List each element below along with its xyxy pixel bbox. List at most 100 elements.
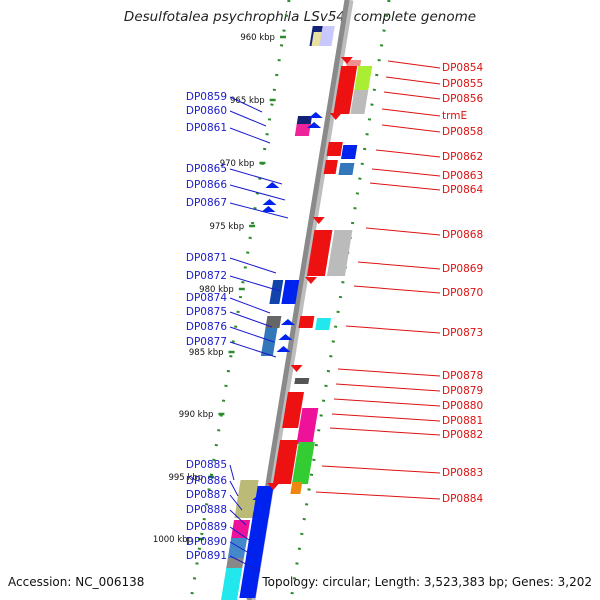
forward-arrow [340,57,353,64]
forward-gene-label: DP0879 [442,385,483,397]
gene-block [239,512,270,598]
gene-block [337,66,358,90]
scale-label: 980 kbp [199,285,234,295]
forward-gene-label: DP0880 [442,400,483,412]
forward-gene-label: DP0873 [442,327,483,339]
forward-leader-line [383,91,441,100]
reverse-leader-line [229,326,275,343]
gene-features [221,26,373,600]
gene-block [227,538,248,558]
gene-block [296,408,319,444]
forward-leader-line [375,149,441,158]
reverse-gene-label: DP0861 [186,122,227,134]
forward-arrow [312,217,325,224]
forward-leader-line [369,182,441,191]
gene-block [319,26,335,46]
gene-block [311,32,322,46]
forward-leader-line [385,76,441,85]
forward-leader-line [329,427,441,436]
forward-gene-label: DP0868 [442,229,483,241]
genome-summary-text: Topology: circular; Length: 3,523,383 bp… [262,575,592,589]
forward-leader-line [387,60,441,69]
reverse-leader-line [229,509,247,526]
scale-label: 970 kbp [220,159,255,169]
gene-block [282,392,304,428]
gene-block [338,163,355,175]
gene-block [269,280,284,304]
forward-leader-line [321,465,441,474]
reverse-arrow [261,206,276,212]
gene-block [231,520,251,538]
forward-gene-label: DP0869 [442,263,483,275]
reverse-leader-line [229,275,281,292]
reverse-leader-line [229,168,283,185]
reverse-arrow [278,334,293,340]
gene-block [296,116,313,126]
reverse-gene-label: DP0860 [186,105,227,117]
forward-arrow [304,277,317,284]
reverse-arrow [262,199,277,205]
gene-block [252,486,274,518]
forward-leader-line [335,383,441,392]
forward-leader-line [371,168,441,177]
gene-block [346,60,362,66]
gene-block [350,90,369,114]
scale-label: 990 kbp [179,410,214,420]
forward-arrow [267,483,280,490]
reverse-gene-label: DP0890 [186,536,227,548]
gene-block [333,90,354,114]
forward-gene-label: DP0881 [442,415,483,427]
scale-label: 975 kbp [209,222,244,232]
forward-leader-line [357,261,441,270]
forward-leader-line [337,368,441,377]
reverse-gene-label: DP0865 [186,163,227,175]
reverse-leader-line [229,184,286,201]
scale-label: 995 kbp [168,473,203,483]
reverse-gene-label: DP0875 [186,306,227,318]
reverse-leader-line [229,96,263,113]
gene-block [326,142,343,156]
forward-arrow [329,113,342,120]
gene-block [221,568,243,600]
reverse-gene-label: DP0887 [186,489,227,501]
forward-gene-label: DP0862 [442,151,483,163]
map-title: Desulfotalea psychrophila LSv54, complet… [123,9,477,25]
scale-label: 960 kbp [240,33,275,43]
reverse-arrow [276,346,291,352]
reverse-leader-line [229,480,239,497]
forward-leader-line [315,491,441,500]
reverse-leader-line [229,494,243,511]
forward-gene-label: DP0863 [442,170,483,182]
forward-leader-line [365,227,441,236]
gene-block [260,328,278,356]
forward-gene-label: DP0864 [442,184,483,196]
gene-block [291,442,315,484]
gene-block [341,145,358,159]
forward-gene-label: DP0883 [442,467,483,479]
forward-gene-label: trmE [442,110,467,122]
scale-label: 965 kbp [230,96,265,106]
forward-leader-line [331,413,441,422]
gene-block [281,280,300,304]
forward-gene-label: DP0870 [442,287,483,299]
forward-gene-label: DP0884 [442,493,483,505]
gene-labels: DP0859 DP0860 DP0861 DP0865 DP0866 DP0867 DP08… [186,62,484,562]
gene-block [272,440,299,484]
gene-block [226,558,244,568]
reverse-gene-label: DP0876 [186,321,227,333]
gene-block [315,318,332,330]
gene-block [294,378,310,384]
accession-text: Accession: NC_006138 [8,575,145,589]
forward-leader-line [345,325,441,334]
reverse-gene-label: DP0877 [186,336,227,348]
gene-block [290,482,303,494]
reverse-gene-label: DP0885 [186,459,227,471]
reverse-arrow [252,494,267,500]
reverse-gene-label: DP0871 [186,252,227,264]
gene-block [354,66,373,90]
gene-block [306,230,333,276]
reverse-leader-line [229,202,289,219]
reverse-gene-label: DP0886 [186,475,227,487]
gene-block [298,316,315,328]
